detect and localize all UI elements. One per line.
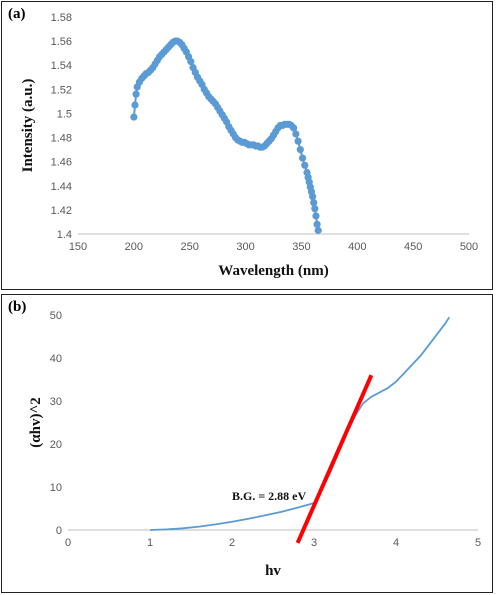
y-tick-label: 1.48 — [51, 133, 72, 145]
x-tick-label: 450 — [404, 241, 422, 253]
x-tick-label: 200 — [125, 241, 143, 253]
x-tick-label: 3 — [311, 537, 317, 549]
y-tick-label: 10 — [50, 482, 62, 494]
panel-a-label: (a) — [8, 6, 26, 22]
data-point — [310, 199, 318, 207]
y-tick-label: 1.54 — [51, 60, 72, 72]
x-axis-title: hv — [265, 563, 281, 579]
fit-line — [295, 374, 374, 544]
x-tick-label: 2 — [229, 537, 235, 549]
data-point — [296, 146, 304, 154]
data-point — [187, 58, 195, 66]
y-tick-label: 30 — [50, 396, 62, 408]
y-axis-title: (αhv)^2 — [28, 397, 44, 447]
x-tick-label: 400 — [348, 241, 366, 253]
data-point — [132, 90, 140, 98]
y-tick-label: 40 — [50, 353, 62, 365]
x-tick-label: 5 — [475, 537, 481, 549]
y-tick-label: 1.4 — [57, 229, 72, 241]
band-gap-annotation: B.G. = 2.88 eV — [232, 489, 307, 503]
x-tick-label: 500 — [460, 241, 478, 253]
data-point — [312, 212, 320, 220]
y-tick-label: 0 — [56, 525, 62, 537]
data-point — [309, 193, 317, 201]
data-point — [131, 101, 139, 109]
y-tick-label: 1.44 — [51, 181, 72, 193]
y-tick-label: 1.5 — [57, 108, 72, 120]
x-tick-label: 4 — [393, 537, 399, 549]
y-tick-label: 1.58 — [51, 12, 72, 24]
data-point — [301, 161, 309, 169]
data-point — [311, 205, 319, 213]
x-tick-label: 250 — [181, 241, 199, 253]
x-tick-label: 350 — [292, 241, 310, 253]
y-tick-label: 1.52 — [51, 84, 72, 96]
y-tick-label: 1.56 — [51, 36, 72, 48]
y-axis-title: Intensity (a.u.) — [20, 79, 36, 173]
data-point — [292, 130, 300, 138]
x-tick-label: 0 — [65, 537, 71, 549]
y-tick-label: 1.42 — [51, 205, 72, 217]
chart-panel-a: (a) 150 200 250 300 350 400 450 500 1.4 1.42 1.44 1… — [1, 1, 493, 290]
panel-b-label: (b) — [8, 299, 27, 315]
x-tick-label: 300 — [236, 241, 254, 253]
data-point — [290, 124, 298, 132]
x-tick-label: 150 — [69, 241, 87, 253]
data-point — [314, 226, 322, 234]
data-point — [294, 137, 302, 145]
x-tick-label: 1 — [147, 537, 153, 549]
data-point — [298, 154, 307, 162]
chart-a-canvas: 150 200 250 300 350 400 450 500 1.4 1.42 1.44 1.46 1… — [20, 12, 478, 279]
data-point — [130, 113, 138, 121]
y-tick-label: 1.46 — [51, 157, 72, 169]
chart-panel-b: (b) 0 1 2 3 4 5 0 10 20 30 40 50 hv (αhv)^2 B.G. = 2.8… — [1, 294, 493, 593]
series-line — [132, 40, 320, 231]
y-tick-label: 50 — [50, 310, 62, 322]
x-axis-title: Wavelength (nm) — [218, 263, 328, 279]
data-point — [313, 220, 321, 228]
y-tick-label: 20 — [50, 439, 62, 451]
